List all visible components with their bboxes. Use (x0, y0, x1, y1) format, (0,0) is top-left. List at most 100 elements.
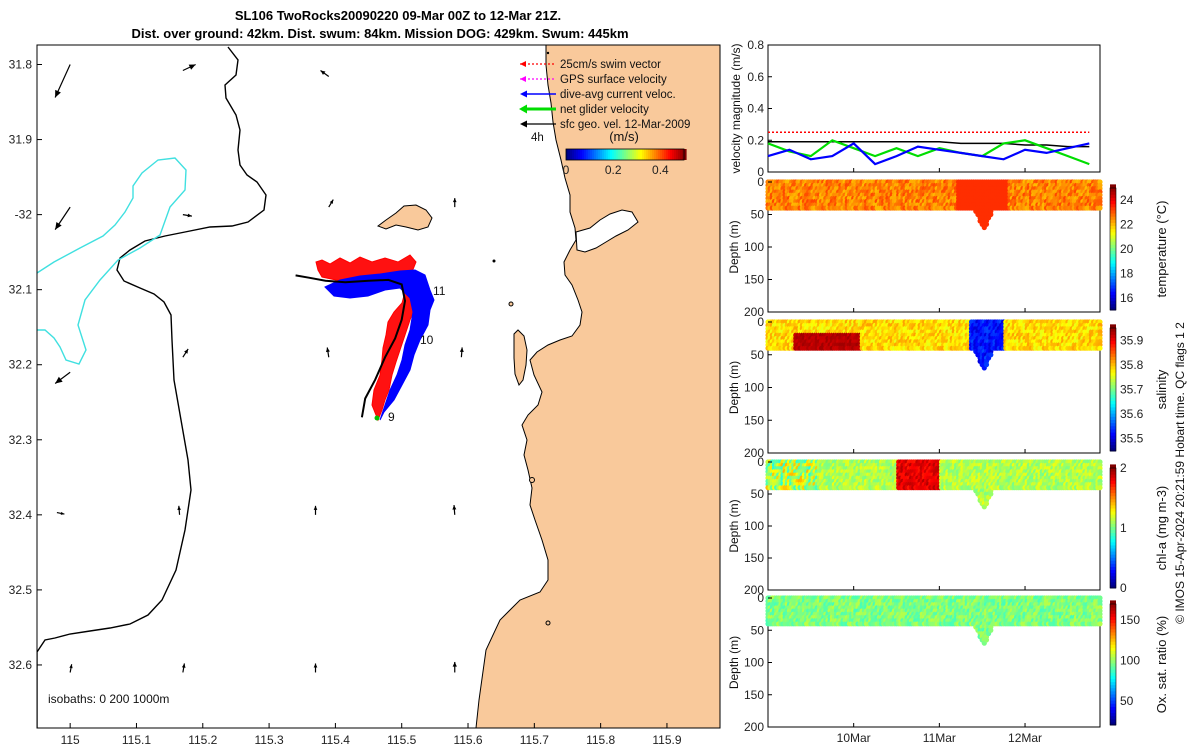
colorbar-tick-label: 0.2 (605, 163, 622, 177)
profile-y-tick-label: 0 (757, 175, 764, 189)
colorbar-swatch (676, 149, 679, 160)
profile-point (988, 352, 994, 358)
map-x-tick-label: 115.4 (321, 733, 350, 747)
day-label-9: 9 (388, 410, 395, 424)
profile-colorbar-swatch (1110, 206, 1116, 211)
track-start-marker (374, 415, 380, 421)
colorbar-tick-label: 0 (563, 163, 570, 177)
colorbar-swatch (660, 149, 663, 160)
profile-colorbar-swatch (1110, 184, 1116, 189)
colorbar-swatch (636, 149, 639, 160)
map-x-tick-label: 115.1 (122, 733, 151, 747)
profile-y-tick-label: 50 (751, 348, 765, 362)
isobath-200m (37, 46, 267, 728)
current-vector-arrow (459, 347, 464, 358)
profile-point (983, 501, 990, 507)
profile-colorbar-swatch (1110, 300, 1116, 305)
profile-var-label: salinity (1154, 369, 1169, 409)
profile-colorbar-tick: 1 (1120, 521, 1127, 535)
colorbar-swatch (586, 149, 589, 160)
profile-colorbar-swatch (1110, 278, 1116, 283)
rottnest-island (376, 204, 433, 231)
profile-colorbar-swatch (1110, 250, 1116, 255)
colorbar-swatch (682, 149, 685, 160)
current-vector-arrow (182, 213, 192, 218)
profile-ylabel: Depth (m) (727, 361, 741, 414)
legend-extra-label: 4h (531, 132, 544, 144)
colorbar-swatch (670, 149, 673, 160)
profile-colorbar-swatch (1110, 221, 1116, 227)
colorbar-swatch (592, 149, 595, 160)
current-vector-arrow (182, 63, 196, 72)
profile-colorbar-swatch (1110, 271, 1116, 277)
current-vector-arrow (177, 505, 181, 515)
profile-colorbar-swatch (1110, 256, 1116, 261)
colorbar-swatch (616, 149, 619, 160)
current-vector-arrow (54, 371, 71, 384)
current-vector-arrow (69, 664, 73, 673)
profile-colorbar-swatch (1110, 228, 1116, 233)
profile-colorbar-swatch (1110, 303, 1116, 308)
profile-y-tick-label: 100 (744, 240, 764, 254)
profile-point (1097, 205, 1103, 211)
garden-island (513, 329, 528, 387)
colorbar-swatch (608, 149, 611, 160)
legend-current-label: dive-avg current veloc. (560, 89, 676, 101)
colorbar-swatch (582, 149, 585, 160)
colorbar-swatch (602, 149, 605, 160)
profile-colorbar-swatch (1110, 209, 1116, 214)
profile-colorbar-swatch (1110, 215, 1116, 220)
velocity-y-tick-label: 0.6 (747, 70, 764, 84)
map-y-tick-label: 32.3 (9, 433, 33, 447)
islet (546, 51, 550, 55)
current-vector-arrow (325, 347, 330, 358)
current-vector-arrow (320, 70, 330, 78)
legend-gps-label: GPS surface velocity (560, 74, 667, 86)
map-x-tick-label: 115.6 (453, 733, 482, 747)
profile-colorbar-tick: 35.5 (1120, 432, 1144, 446)
profile-colorbar-swatch (1110, 196, 1116, 202)
colorbar-swatch (598, 149, 601, 160)
glider-track-line (295, 274, 407, 418)
legend-geo-arrowhead (520, 120, 527, 128)
profile-var-label: chl-a (mg m-3) (1154, 486, 1169, 571)
profile-colorbar-swatch (1110, 296, 1116, 302)
colorbar-swatch (646, 149, 649, 160)
velocity-y-tick-label: 0.2 (747, 133, 764, 147)
colorbar-frame (565, 148, 685, 161)
profile-point (983, 362, 990, 368)
current-vector-arrow (54, 64, 71, 98)
profile-colorbar-swatch (1110, 293, 1116, 298)
profile-point (988, 211, 994, 218)
profile-colorbar-swatch (1110, 190, 1116, 195)
colorbar-swatch (578, 149, 581, 160)
profile-colorbar-swatch (1110, 259, 1116, 264)
title-line1: SL106 TwoRocks20090220 09-Mar 00Z to 12-… (235, 8, 561, 23)
profile-data-band (765, 179, 1103, 231)
colorbar-swatch (666, 149, 669, 160)
profile-colorbar-swatch (1110, 240, 1116, 245)
islet (529, 477, 535, 483)
legend-net-arrowhead (519, 104, 527, 114)
colorbar-swatch (650, 149, 653, 160)
mainland (475, 45, 720, 728)
profile-colorbar-frame (1109, 187, 1117, 311)
colorbar-swatch (656, 149, 659, 160)
colorbar-swatch (644, 149, 647, 160)
profile-y-tick-label: 0 (757, 315, 764, 329)
colorbar-tick-label: 0.4 (652, 163, 669, 177)
isobaths-label: isobaths: 0 200 1000m (48, 692, 169, 706)
colorbar-swatch (674, 149, 677, 160)
current-vector-arrow (452, 661, 457, 673)
profile-colorbar-swatch (1110, 281, 1116, 286)
profile-colorbar-tick: 24 (1120, 193, 1134, 207)
islet (492, 259, 496, 263)
profile-colorbar-tick: 0 (1120, 581, 1127, 595)
colorbar-swatch (580, 149, 583, 160)
colorbar-swatch (614, 149, 617, 160)
current-vector-fan (324, 269, 435, 421)
current-vector-arrow (328, 199, 334, 208)
map-y-tick-label: 32.5 (9, 583, 33, 597)
